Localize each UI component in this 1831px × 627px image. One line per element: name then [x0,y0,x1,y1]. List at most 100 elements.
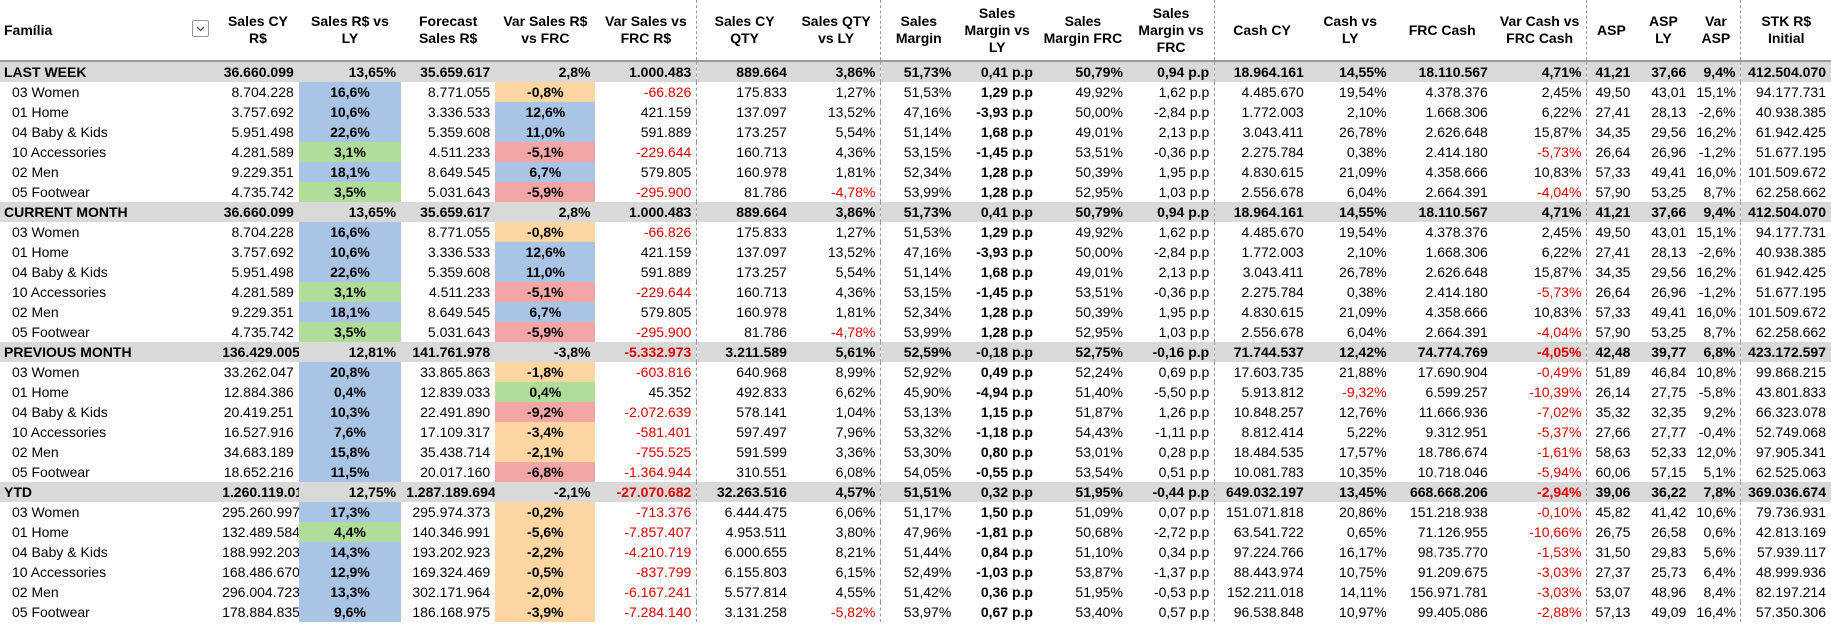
cell-sales-cy-qty: 597.497 [696,422,792,442]
table-row[interactable]: 02 Men 9.229.351 18,1% 8.649.545 6,7% 579.805… [0,302,1831,322]
table-row[interactable]: 10 Accessories 4.281.589 3,1% 4.511.233 -5,1… [0,142,1831,162]
table-row[interactable]: 04 Baby & Kids 188.992.203 14,3% 193.202.92… [0,542,1831,562]
cell-var-cash-frc: -2,88% [1537,604,1582,620]
cell-var-asp: 0,6% [1703,524,1736,540]
table-row[interactable]: 01 Home 3.757.692 10,6% 3.336.533 12,6% 421.1… [0,242,1831,262]
column-header-sales-margin-frc[interactable]: Sales Margin FRC [1037,0,1128,62]
cell-stk-initial: 61.942.425 [1740,122,1831,142]
cell-stk-initial: 48.999.936 [1740,562,1831,582]
cell-sales-qty-vs-ly: 1,27% [835,224,876,240]
column-header-var-sales-frc-rs[interactable]: Var Sales vs FRC R$ [595,0,697,62]
cell-cash-cy: 4.830.615 [1214,302,1309,322]
cell-asp: 49,50 [1586,82,1636,102]
cell-sales-margin-vs-frc: -2,84 p.p [1153,244,1210,260]
column-header-sales-cy-qty[interactable]: Sales CY QTY [696,0,792,62]
table-row[interactable]: 05 Footwear 4.735.742 3,5% 5.031.643 -5,9% -2… [0,322,1831,342]
column-header-sales-margin-vs-frc[interactable]: Sales Margin vs FRC [1127,0,1215,62]
table-row[interactable]: 10 Accessories 168.486.670 12,9% 169.324.46… [0,562,1831,582]
cell-sales-cy-qty: 160.713 [696,142,792,162]
cell-sales-margin-frc: 51,87% [1075,404,1123,420]
table-row[interactable]: 05 Footwear 4.735.742 3,5% 5.031.643 -5,9% -2… [0,182,1831,202]
table-row[interactable]: 03 Women 295.260.997 17,3% 295.974.373 -0,2%… [0,502,1831,522]
column-header-sales-vs-ly[interactable]: Sales R$ vs LY [298,0,402,62]
cell-var-sales-frc-rs: 421.159 [640,104,692,120]
group-row[interactable]: PREVIOUS MONTH 136.429.005 12,81% 141.761.9… [0,342,1831,362]
cell-sales-cy-qty: 640.968 [696,362,792,382]
column-header-sales-margin[interactable]: Sales Margin [880,0,957,62]
table-row[interactable]: 04 Baby & Kids 5.951.498 22,6% 5.359.608 11,… [0,262,1831,282]
cell-sales-cy-qty: 4.953.511 [696,522,792,542]
cell-var-asp: 9,4% [1691,202,1741,222]
cell-sales-qty-vs-ly: 1,81% [835,304,876,320]
cell-var-sales-frc-rs: -229.644 [636,144,692,160]
column-header-var-cash-frc[interactable]: Var Cash vs FRC Cash [1492,0,1587,62]
cell-forecast: 140.346.991 [412,524,491,540]
cell-sales-qty-vs-ly: 4,55% [835,584,876,600]
table-row[interactable]: 05 Footwear 178.884.835 9,6% 186.168.975 -3,… [0,602,1831,622]
table-row[interactable]: 03 Women 8.704.228 16,6% 8.771.055 -0,8% -66.… [0,82,1831,102]
group-row[interactable]: CURRENT MONTH 36.660.099 13,65% 35.659.617 2… [0,202,1831,222]
column-header-cash-cy[interactable]: Cash CY [1214,0,1309,62]
cell-forecast: 141.761.978 [401,342,496,362]
table-row[interactable]: 01 Home 12.884.386 0,4% 12.839.033 0,4% 45.35… [0,382,1831,402]
cell-asp: 42,48 [1586,342,1636,362]
cell-stk-initial: 82.197.214 [1740,582,1831,602]
column-header-cash-vs-ly[interactable]: Cash vs LY [1308,0,1392,62]
cell-sales-vs-ly: 12,9% [298,562,402,582]
column-header-sales-qty-vs-ly[interactable]: Sales QTY vs LY [791,0,881,62]
cell-var-cash-frc: 2,45% [1541,224,1582,240]
cell-forecast: 295.974.373 [412,504,491,520]
table-row[interactable]: 10 Accessories 4.281.589 3,1% 4.511.233 -5,1… [0,282,1831,302]
table-row[interactable]: 10 Accessories 16.527.916 7,6% 17.109.317 -3… [0,422,1831,442]
column-header-sales-margin-vs-ly[interactable]: Sales Margin vs LY [956,0,1038,62]
cell-sales-margin-vs-ly: 1,29 p.p [980,224,1033,240]
cell-frc-cash: 74.774.769 [1391,342,1493,362]
table-row[interactable]: 03 Women 8.704.228 16,6% 8.771.055 -0,8% -66.… [0,222,1831,242]
cell-cash-vs-ly: -9,32% [1342,384,1387,400]
table-row[interactable]: 05 Footwear 18.652.216 11,5% 20.017.160 -6,8… [0,462,1831,482]
table-row[interactable]: 02 Men 9.229.351 18,1% 8.649.545 6,7% 579.805… [0,162,1831,182]
column-header-forecast[interactable]: Forecast Sales R$ [401,0,496,62]
column-header-var-asp[interactable]: Var ASP [1691,0,1741,62]
cell-sales-margin-frc: 53,51% [1075,144,1123,160]
table-row[interactable]: 04 Baby & Kids 20.419.251 10,3% 22.491.890-… [0,402,1831,422]
cell-sales-margin: 51,14% [880,122,957,142]
cell-frc-cash: 18.786.674 [1417,444,1488,460]
cell-forecast: 302.171.964 [412,584,491,600]
table-row[interactable]: 01 Home 3.757.692 10,6% 3.336.533 12,6% 421.1… [0,102,1831,122]
cell-family: 02 Men [12,164,59,180]
cell-cash-cy: 3.043.411 [1214,122,1309,142]
table-row[interactable]: 02 Men 296.004.723 13,3% 302.171.964 -2,0% -6… [0,582,1831,602]
cell-sales-margin-vs-frc: 1,62 p.p [1158,224,1210,240]
cell-frc-cash: 91.209.675 [1417,564,1488,580]
cell-cash-vs-ly: 14,11% [1340,584,1387,600]
cell-sales-margin-vs-frc: 0,94 p.p [1127,61,1215,82]
cell-sales-cy-qty: 3.211.589 [696,342,792,362]
group-row[interactable]: YTD1.260.119.01312,75%1.287.189.694-2,1%… [0,482,1831,502]
column-header-frc-cash[interactable]: FRC Cash [1391,0,1493,62]
cell-var-sales-frc-rs: -837.799 [636,564,692,580]
group-row[interactable]: LAST WEEK 36.660.099 13,65% 35.659.617 2,8% 1… [0,61,1831,82]
cell-var-sales-frc-rs: 45.352 [648,384,692,400]
cell-cash-vs-ly: 26,78% [1339,264,1387,280]
cell-sales-cy: 4.281.589 [231,284,294,300]
table-row[interactable]: 02 Men 34.683.189 15,8% 35.438.714 -2,1% -755… [0,442,1831,462]
column-header-sales-cy[interactable]: Sales CY R$ [217,0,299,62]
cell-cash-cy: 151.071.818 [1214,502,1309,522]
table-row[interactable]: 04 Baby & Kids 5.951.498 22,6% 5.359.608 11,… [0,122,1831,142]
cell-sales-margin-frc: 54,43% [1075,424,1123,440]
column-header-asp[interactable]: ASP [1586,0,1636,62]
cell-sales-margin-frc: 53,01% [1075,444,1123,460]
cell-sales-margin-vs-frc: -1,11 p.p [1155,424,1210,440]
cell-asp: 26,64 [1586,142,1636,162]
filter-dropdown-button[interactable] [192,20,210,37]
column-header-var-sales-frc[interactable]: Var Sales R$ vs FRC [495,0,596,62]
cell-frc-cash: 2.626.648 [1425,124,1488,140]
cell-var-cash-frc: 6,22% [1541,104,1582,120]
column-header-asp-ly[interactable]: ASP LY [1635,0,1692,62]
table-row[interactable]: 03 Women 33.262.047 20,8% 33.865.863 -1,8% -6… [0,362,1831,382]
table-row[interactable]: 01 Home 132.489.584 4,4% 140.346.991 -5,6% -7… [0,522,1831,542]
cell-sales-qty-vs-ly: 3,36% [835,444,876,460]
column-header-stk-initial[interactable]: STK R$ Initial [1740,0,1831,62]
cell-var-asp: 10,6% [1696,504,1737,520]
